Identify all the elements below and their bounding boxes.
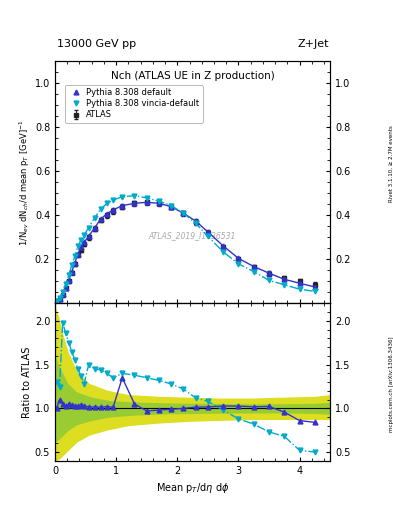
Legend: Pythia 8.308 default, Pythia 8.308 vincia-default, ATLAS: Pythia 8.308 default, Pythia 8.308 vinci… xyxy=(65,85,203,123)
Pythia 8.308 vincia-default xyxy=(221,249,226,255)
Pythia 8.308 vincia-default xyxy=(236,261,241,267)
Text: 13000 GeV pp: 13000 GeV pp xyxy=(57,38,136,49)
Line: Pythia 8.308 default: Pythia 8.308 default xyxy=(54,200,317,304)
Pythia 8.308 default xyxy=(86,233,91,240)
Pythia 8.308 vincia-default xyxy=(79,237,83,243)
Pythia 8.308 vincia-default xyxy=(266,278,271,284)
Pythia 8.308 vincia-default xyxy=(252,268,256,274)
Pythia 8.308 default xyxy=(111,207,116,213)
Pythia 8.308 default xyxy=(99,216,103,222)
Pythia 8.308 default xyxy=(57,295,62,302)
Pythia 8.308 default xyxy=(120,202,125,208)
Text: Nch (ATLAS UE in Z production): Nch (ATLAS UE in Z production) xyxy=(111,71,274,81)
Pythia 8.308 default xyxy=(75,251,80,257)
Pythia 8.308 default xyxy=(132,200,137,206)
Pythia 8.308 vincia-default xyxy=(75,243,80,249)
Pythia 8.308 vincia-default xyxy=(169,202,174,208)
Pythia 8.308 vincia-default xyxy=(99,206,103,212)
Pythia 8.308 default xyxy=(79,244,83,250)
Pythia 8.308 vincia-default xyxy=(312,288,317,294)
Pythia 8.308 vincia-default xyxy=(86,224,91,230)
Pythia 8.308 vincia-default xyxy=(60,289,65,295)
Pythia 8.308 default xyxy=(63,285,68,291)
Pythia 8.308 default xyxy=(252,264,256,270)
Pythia 8.308 vincia-default xyxy=(181,210,186,217)
Pythia 8.308 vincia-default xyxy=(206,233,210,240)
Pythia 8.308 vincia-default xyxy=(57,295,62,301)
Text: mcplots.cern.ch [arXiv:1306.3436]: mcplots.cern.ch [arXiv:1306.3436] xyxy=(389,336,393,432)
Pythia 8.308 vincia-default xyxy=(120,194,125,200)
Pythia 8.308 default xyxy=(193,218,198,224)
Text: ATLAS_2019_I1736531: ATLAS_2019_I1736531 xyxy=(149,231,236,240)
X-axis label: Mean p$_T$/d$\eta$ d$\phi$: Mean p$_T$/d$\eta$ d$\phi$ xyxy=(156,481,230,495)
Pythia 8.308 default xyxy=(297,280,302,286)
Pythia 8.308 vincia-default xyxy=(70,262,74,268)
Y-axis label: 1/N$_{ev}$ dN$_{ch}$/d mean p$_T$ [GeV]$^{-1}$: 1/N$_{ev}$ dN$_{ch}$/d mean p$_T$ [GeV]$… xyxy=(18,119,32,246)
Pythia 8.308 default xyxy=(54,298,59,304)
Text: Z+Jet: Z+Jet xyxy=(298,38,329,49)
Text: Rivet 3.1.10, ≥ 2.7M events: Rivet 3.1.10, ≥ 2.7M events xyxy=(389,125,393,202)
Pythia 8.308 vincia-default xyxy=(282,282,286,288)
Pythia 8.308 vincia-default xyxy=(82,232,86,239)
Pythia 8.308 default xyxy=(169,204,174,210)
Pythia 8.308 vincia-default xyxy=(66,272,71,278)
Pythia 8.308 vincia-default xyxy=(111,197,116,203)
Pythia 8.308 vincia-default xyxy=(132,193,137,199)
Pythia 8.308 vincia-default xyxy=(297,286,302,292)
Pythia 8.308 default xyxy=(282,276,286,282)
Pythia 8.308 default xyxy=(105,210,109,217)
Pythia 8.308 vincia-default xyxy=(54,297,59,304)
Pythia 8.308 vincia-default xyxy=(144,195,149,201)
Pythia 8.308 default xyxy=(144,199,149,205)
Pythia 8.308 vincia-default xyxy=(92,215,97,221)
Pythia 8.308 default xyxy=(92,224,97,230)
Pythia 8.308 vincia-default xyxy=(156,198,161,204)
Pythia 8.308 vincia-default xyxy=(73,253,77,259)
Y-axis label: Ratio to ATLAS: Ratio to ATLAS xyxy=(22,347,32,418)
Pythia 8.308 default xyxy=(236,255,241,262)
Pythia 8.308 default xyxy=(221,243,226,249)
Pythia 8.308 default xyxy=(312,284,317,290)
Pythia 8.308 vincia-default xyxy=(193,220,198,226)
Pythia 8.308 default xyxy=(156,200,161,206)
Pythia 8.308 vincia-default xyxy=(105,200,109,206)
Pythia 8.308 default xyxy=(82,239,86,245)
Pythia 8.308 default xyxy=(73,260,77,266)
Pythia 8.308 default xyxy=(70,268,74,274)
Pythia 8.308 default xyxy=(60,291,65,297)
Pythia 8.308 default xyxy=(181,210,186,217)
Pythia 8.308 default xyxy=(66,278,71,284)
Pythia 8.308 default xyxy=(206,229,210,235)
Pythia 8.308 default xyxy=(266,270,271,276)
Line: Pythia 8.308 vincia-default: Pythia 8.308 vincia-default xyxy=(54,193,317,303)
Pythia 8.308 vincia-default xyxy=(63,281,68,287)
